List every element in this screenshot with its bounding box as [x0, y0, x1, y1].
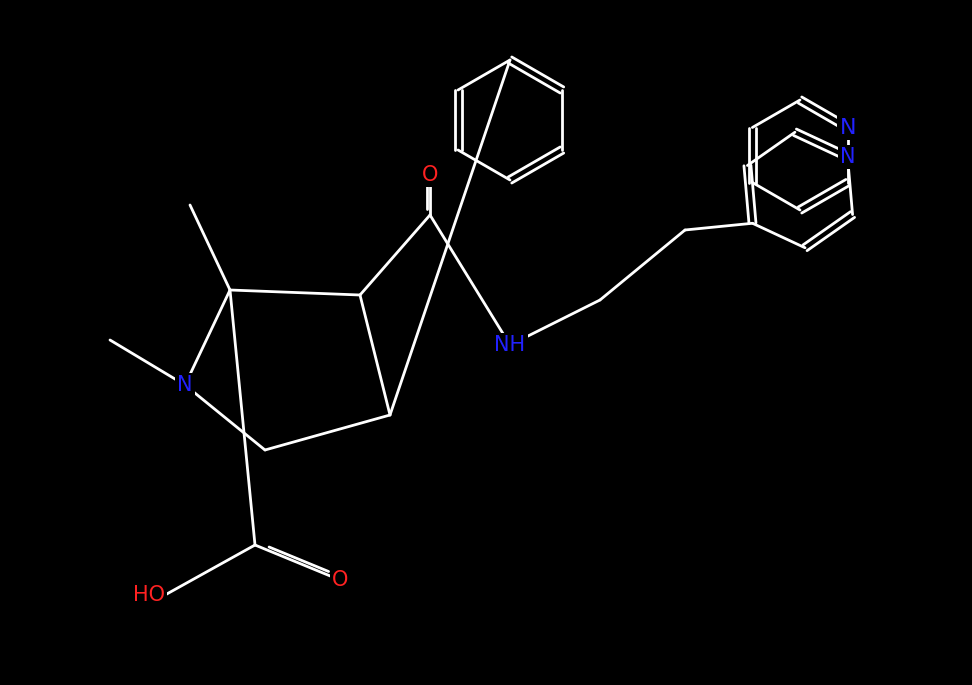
Text: N: N [840, 147, 855, 166]
Text: NH: NH [495, 335, 526, 355]
Text: O: O [422, 165, 438, 185]
Text: HO: HO [133, 585, 165, 605]
Text: N: N [177, 375, 192, 395]
Text: O: O [331, 570, 348, 590]
Text: N: N [840, 118, 856, 138]
